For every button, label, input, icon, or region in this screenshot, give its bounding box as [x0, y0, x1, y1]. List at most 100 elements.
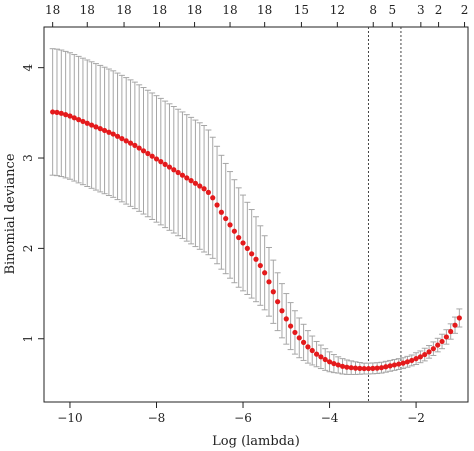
data-point [292, 329, 298, 336]
y-tick-label: 2 [21, 245, 35, 253]
data-point [413, 356, 419, 362]
data-point [452, 322, 458, 328]
data-point [253, 256, 259, 262]
data-point [50, 109, 56, 115]
top-tick-label: 5 [388, 3, 396, 17]
data-point [339, 363, 346, 369]
data-point [262, 270, 268, 276]
data-point [409, 357, 415, 364]
x-tick-label: −4 [321, 411, 339, 425]
top-tick-label: 18 [45, 3, 60, 17]
data-point [67, 113, 73, 119]
y-axis-label: Binomial deviance [3, 153, 18, 274]
plot-frame [43, 26, 469, 403]
x-axis-label: Log (lambda) [212, 434, 300, 449]
data-point [84, 120, 90, 126]
data-point [326, 359, 333, 365]
data-point [344, 364, 350, 370]
data-point [158, 159, 164, 165]
data-point [383, 364, 389, 370]
reference-lines [367, 27, 402, 402]
top-tick-label: 8 [369, 3, 377, 17]
top-tick-label: 2 [461, 3, 469, 17]
data-point [374, 365, 380, 371]
data-point [132, 142, 138, 148]
data-point [184, 175, 190, 181]
top-tick-label: 12 [330, 3, 345, 17]
data-point [305, 344, 311, 350]
data-point [127, 140, 134, 146]
data-point [322, 356, 328, 363]
data-point [370, 365, 376, 371]
data-point [101, 127, 108, 134]
data-point [166, 164, 173, 170]
data-point [93, 124, 99, 130]
data-point [387, 363, 393, 369]
data-point [426, 349, 432, 355]
data-point [227, 222, 233, 228]
data-point [257, 262, 263, 269]
y-tick-label: 3 [21, 154, 35, 162]
data-point [279, 308, 285, 314]
data-point [391, 362, 398, 368]
data-point [119, 135, 125, 142]
top-tick-label: 3 [417, 3, 425, 17]
top-axis: 18 18 18 18 18 18 18 15 12 8 5 3 2 2 [45, 3, 468, 27]
x-tick-label: −6 [234, 411, 252, 425]
data-point [223, 215, 229, 222]
data-point [76, 117, 82, 123]
data-point [422, 351, 428, 358]
x-tick-label: −10 [57, 411, 82, 425]
data-point [214, 202, 220, 208]
data-point [110, 131, 116, 137]
top-tick-label: 18 [80, 3, 95, 17]
data-point [404, 359, 411, 365]
data-point [153, 156, 160, 162]
data-point [106, 129, 112, 135]
data-point [205, 189, 212, 195]
data-point [283, 316, 289, 322]
data-point [97, 126, 103, 132]
data-point [236, 234, 242, 241]
data-point [249, 251, 255, 257]
x-tick-label: −2 [407, 411, 425, 425]
data-point [400, 360, 406, 366]
data-point [162, 161, 168, 167]
data-point [348, 365, 354, 371]
data-point [318, 354, 324, 360]
y-axis: 1 2 3 4 [21, 63, 44, 343]
data-point [300, 339, 307, 345]
data-point [335, 362, 341, 368]
data-point [313, 351, 320, 357]
data-point [58, 110, 64, 116]
data-point [331, 360, 337, 367]
data-point [365, 365, 372, 372]
data-point [288, 323, 294, 329]
data-point [435, 342, 441, 348]
data-point [188, 178, 194, 184]
x-axis: −10 −8 −6 −4 −2 [57, 402, 425, 425]
data-point [439, 338, 445, 345]
data-point [218, 209, 224, 215]
data-point [149, 153, 155, 159]
data-point [63, 112, 69, 118]
y-tick-label: 1 [21, 335, 35, 343]
data-point [352, 365, 359, 371]
data-point [396, 361, 402, 367]
data-point [179, 172, 186, 178]
data-point [275, 299, 281, 305]
data-point [201, 186, 207, 192]
data-point [361, 365, 367, 372]
data-point [88, 122, 95, 128]
data-point [231, 228, 237, 234]
data-point [210, 195, 216, 201]
data-point [80, 118, 86, 125]
data-point [443, 334, 449, 340]
data-point [244, 245, 250, 251]
data-point [417, 354, 424, 360]
data-point [270, 289, 276, 295]
data-point [192, 180, 199, 186]
data-point [296, 335, 302, 341]
data-point [54, 109, 60, 115]
